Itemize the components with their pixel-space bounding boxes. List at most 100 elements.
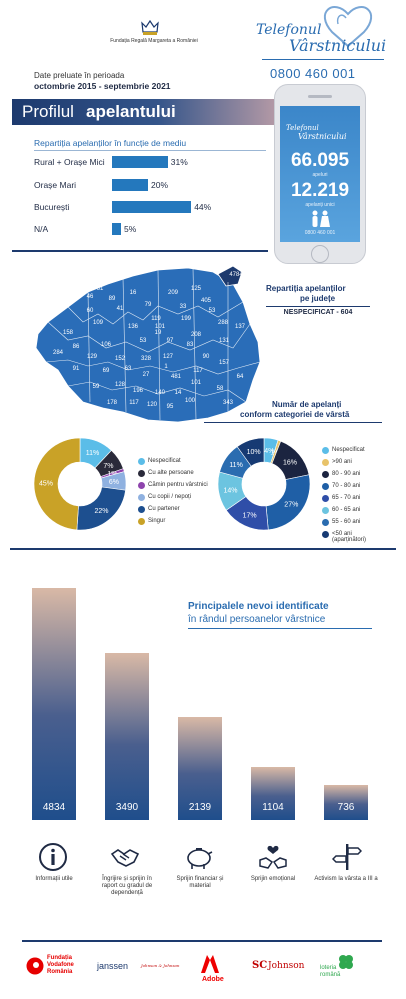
need-bar <box>251 767 295 820</box>
county-count: 59 <box>93 384 100 390</box>
phone-logo-line1: Telefonul <box>286 124 319 132</box>
need-bar <box>324 784 368 820</box>
legend-swatch <box>138 458 145 465</box>
county-count: 101 <box>191 380 202 386</box>
environment-bar-value: 31% <box>170 157 188 167</box>
info-icon <box>39 843 67 871</box>
county-count: 79 <box>145 302 152 308</box>
logo-divider <box>262 59 384 60</box>
piggy-bank-icon <box>187 848 213 869</box>
crown-crest-icon <box>141 19 159 35</box>
need-bar-value: 4834 <box>42 802 66 813</box>
telefonul-varstnicului-logo <box>324 6 372 48</box>
environment-row-label: Orașe Mari <box>34 180 77 190</box>
county-count: 129 <box>87 354 98 360</box>
environment-row-label: București <box>34 202 70 212</box>
legend-swatch <box>322 459 329 466</box>
county-count: 131 <box>219 338 230 344</box>
sponsor-janssen: janssen <box>97 961 129 971</box>
sponsors-divider <box>22 940 382 942</box>
county-count: 53 <box>140 338 147 344</box>
sponsor-sc: SC <box>252 960 268 971</box>
adobe-logo-icon <box>201 955 219 973</box>
helpline-number[interactable]: 0800 460 001 <box>270 66 356 81</box>
tv-logo-line1: Telefonul <box>256 22 322 38</box>
county-count: 288 <box>218 320 229 326</box>
phone-screen <box>280 106 360 242</box>
county-count: 328 <box>141 356 152 362</box>
donut-slice-label: 45% <box>39 480 53 487</box>
county-count: 16 <box>130 290 137 296</box>
needs-title-rule <box>188 628 372 629</box>
map-title-line1: Repartiția apelanților <box>266 284 346 293</box>
sponsor-vodafone-line1: Fundația <box>47 955 72 961</box>
legend-label: 70 - 80 ani <box>332 483 361 489</box>
county-count: 199 <box>181 316 192 322</box>
legend-label: Nespecificat <box>148 458 181 464</box>
legend-swatch <box>322 495 329 502</box>
county-count: 284 <box>53 350 64 356</box>
clover-logo-icon <box>339 955 353 969</box>
environment-bar <box>112 223 121 235</box>
sponsor-johnson: Johnson <box>268 961 305 971</box>
county-count: 53 <box>209 308 216 314</box>
environment-row-label: Rural + Orașe Mici <box>34 157 105 167</box>
environment-bar-value: 20% <box>151 180 169 190</box>
title-profile: Profilul <box>22 102 74 121</box>
needs-title-line2: în rândul persoanelor vârstnice <box>188 614 326 625</box>
county-count: 58 <box>217 386 224 392</box>
signpost-icon <box>332 844 362 870</box>
sponsor-adobe: Adobe <box>202 976 224 983</box>
environment-bar <box>112 156 168 168</box>
county-count: 117 <box>193 368 203 374</box>
legend-swatch <box>322 447 329 454</box>
donut-slice-label: 17% <box>243 512 257 519</box>
county-count: 89 <box>109 296 116 302</box>
legend-label: 60 - 65 ani <box>332 507 361 513</box>
need-label: Informații utile <box>35 876 73 882</box>
need-bar <box>178 717 222 820</box>
county-count: 178 <box>107 400 118 406</box>
legend-label: 80 - 90 ani <box>332 471 361 477</box>
county-count: 157 <box>219 360 230 366</box>
legend-swatch <box>322 531 329 538</box>
legend-label: Nespecificat <box>332 447 365 453</box>
county-count: 481 <box>171 374 182 380</box>
environment-bar-value: 44% <box>194 202 212 212</box>
section-divider <box>12 250 268 252</box>
county-count: 343 <box>223 400 234 406</box>
donut-slice-label: 16% <box>283 460 297 467</box>
legend-label: (aparținători) <box>332 537 367 543</box>
legend-swatch <box>322 519 329 526</box>
donut-slice-label: 27% <box>284 502 298 509</box>
donut-slice-label: 10% <box>247 449 261 456</box>
county-count: 140 <box>155 390 166 396</box>
county-count: 27 <box>143 372 150 378</box>
sponsor-vodafone-line2: Vodafone <box>47 962 74 968</box>
map-title-line2: pe județe <box>300 294 336 303</box>
legend-label: >90 ani <box>332 459 352 465</box>
donut-slice-label: 11% <box>229 462 243 469</box>
donut-slice-label: 1% <box>270 449 280 456</box>
county-count: 196 <box>133 388 144 394</box>
county-count: 61 <box>97 286 104 292</box>
age-title-line2: conform categoriei de vârstă <box>240 410 350 419</box>
sponsor-loteria-line2: română <box>320 972 341 978</box>
county-count: 86 <box>73 344 80 350</box>
phone-screen-number: 0800 460 001 <box>304 230 336 236</box>
age-title-line1: Număr de apelanți <box>272 400 342 409</box>
county-count: 69 <box>103 368 110 374</box>
unspecified-count: NESPECIFICAT - 604 <box>283 309 353 316</box>
county-count: 208 <box>191 332 202 338</box>
county-count: 64 <box>237 374 244 380</box>
county-count: 120 <box>147 402 158 408</box>
legend-swatch <box>138 518 145 525</box>
county-count: 405 <box>201 298 212 304</box>
need-label: Activism la vârsta a III a <box>314 876 378 882</box>
county-count: 95 <box>167 404 174 410</box>
donut-slice-label: 4% <box>264 448 274 455</box>
foundation-name: Fundația Regală Margareta a României <box>110 38 198 44</box>
county-count: 136 <box>128 324 139 330</box>
county-count: 14 <box>175 390 182 396</box>
